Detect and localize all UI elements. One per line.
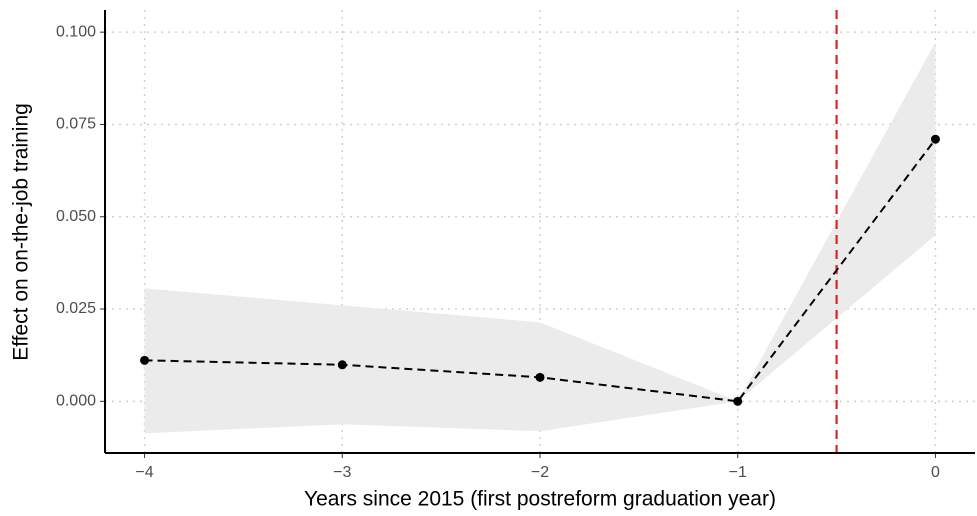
- y-tick-label: 0.100: [56, 23, 96, 40]
- y-tick-label: 0.025: [56, 300, 96, 317]
- x-tick-label: −3: [333, 464, 351, 481]
- point: [535, 372, 545, 382]
- y-tick-label: 0.000: [56, 393, 96, 410]
- point: [140, 355, 150, 365]
- y-axis-title: Effect on on-the-job training: [10, 103, 33, 361]
- x-axis-title: Years since 2015 (first postreform gradu…: [304, 488, 776, 511]
- y-tick-label: 0.050: [56, 208, 96, 225]
- x-tick-label: −4: [135, 464, 153, 481]
- confidence-band: [144, 42, 936, 434]
- point: [337, 360, 347, 370]
- x-tick-label: −1: [729, 464, 747, 481]
- point: [733, 396, 743, 406]
- y-tick-label: 0.075: [56, 116, 96, 133]
- x-tick-label: 0: [931, 464, 940, 481]
- x-tick-label: −2: [531, 464, 549, 481]
- point: [930, 134, 940, 144]
